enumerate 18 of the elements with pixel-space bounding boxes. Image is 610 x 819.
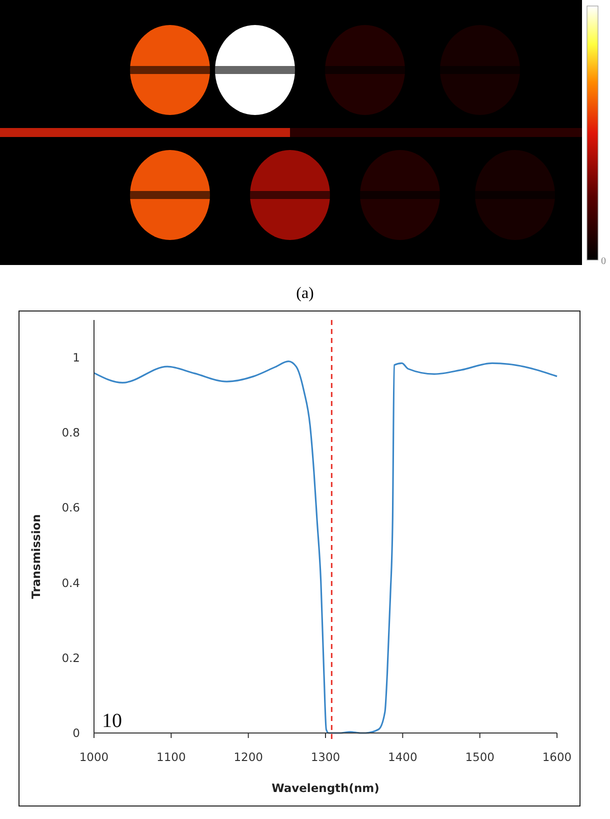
annotation: 10 [102, 710, 122, 732]
x-axis-title: Wavelength(nm) [272, 781, 380, 795]
y-tick-label: 0.4 [62, 576, 80, 590]
x-tick-label: 1100 [156, 750, 186, 764]
y-tick-label: 0.2 [62, 650, 80, 665]
x-tick-label: 1000 [79, 750, 109, 764]
y-tick-label: 0.8 [62, 426, 80, 440]
x-tick-label: 1600 [542, 750, 572, 764]
text: (a) [296, 285, 314, 302]
x-tick-label: 1500 [465, 750, 494, 764]
x-tick-label: 1400 [388, 750, 418, 764]
y-tick-label: 0.6 [62, 500, 80, 515]
y-axis-title: Transmission [29, 514, 43, 599]
y-tick-label: 0 [72, 726, 80, 740]
x-tick-label: 1300 [310, 750, 340, 764]
text: 0 [601, 256, 606, 267]
y-tick-label: 1 [72, 350, 80, 365]
x-tick-label: 1200 [234, 750, 263, 764]
